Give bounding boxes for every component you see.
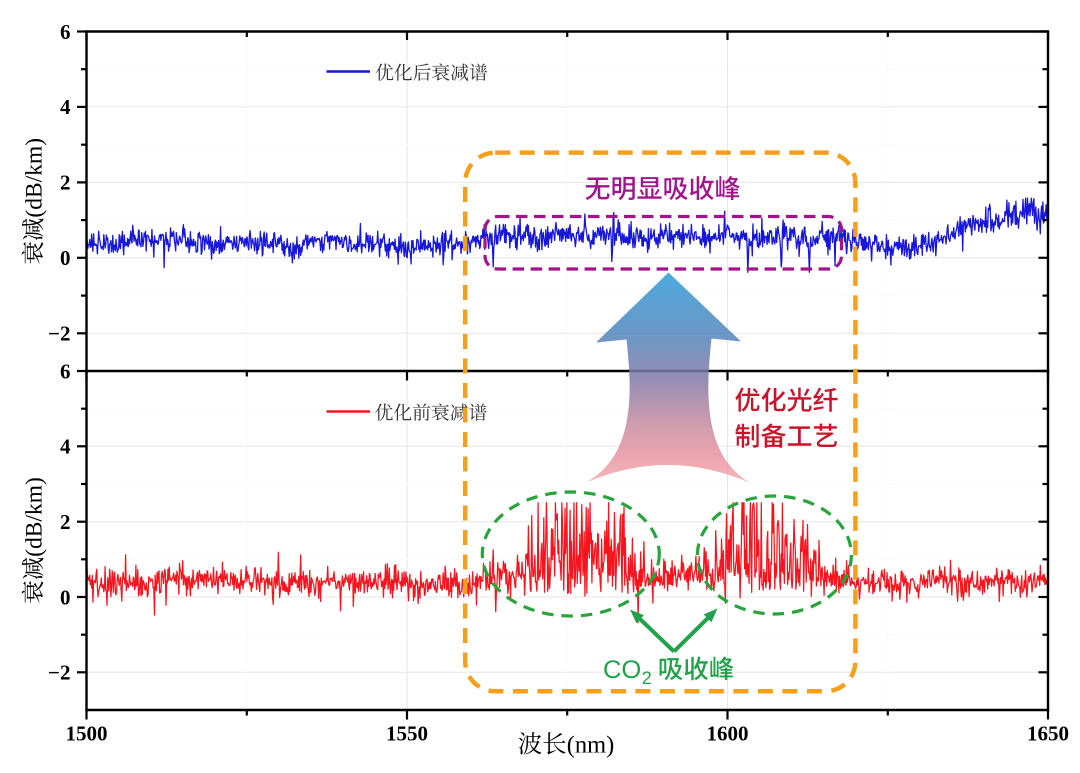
svg-text:4: 4	[60, 435, 71, 459]
svg-text:2: 2	[60, 510, 71, 534]
svg-text:6: 6	[60, 20, 71, 44]
svg-text:2: 2	[60, 171, 71, 195]
svg-text:1550: 1550	[386, 722, 428, 746]
svg-text:6: 6	[60, 359, 71, 383]
svg-text:1500: 1500	[66, 722, 108, 746]
svg-text:1650: 1650	[1027, 722, 1069, 746]
svg-text:−2: −2	[48, 661, 70, 685]
svg-text:0: 0	[60, 585, 71, 609]
svg-text:0: 0	[60, 246, 71, 270]
svg-text:4: 4	[60, 95, 71, 119]
svg-text:1600: 1600	[707, 722, 749, 746]
svg-text:−2: −2	[48, 322, 70, 346]
